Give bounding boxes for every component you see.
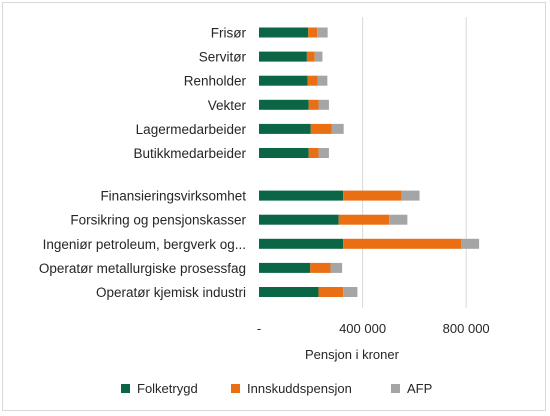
bar-afp-renholder	[317, 75, 328, 86]
x-tick-label-0: -	[257, 321, 261, 336]
bar-afp-operator-kjemisk-industri	[343, 287, 358, 297]
bar-innskuddspensjon-servitor	[306, 51, 315, 62]
category-label-renholder: Renholder	[184, 74, 247, 89]
bar-innskuddspensjon-operator-kjemisk-industri	[318, 287, 344, 297]
category-label-operator-kjemisk-industri: Operatør kjemisk industri	[96, 285, 246, 300]
bar-afp-operator-metallurgiske-prosessfag	[330, 262, 343, 273]
legend-label-folketrygd: Folketrygd	[137, 381, 198, 396]
bar-afp-servitor	[314, 51, 323, 62]
category-label-finansieringsvirksomhet: Finansieringsvirksomhet	[100, 189, 246, 204]
bar-afp-lagermedarbeider	[331, 123, 344, 134]
bar-folketrygd-frisor	[259, 27, 309, 38]
chart-frame: Frisør Servitør Renholder Vekter Lagermedarb…	[2, 2, 546, 411]
bar-afp-vekter	[318, 99, 329, 110]
bar-innskuddspensjon-finansieringsvirksomhet	[343, 190, 402, 201]
category-label-operator-metallurgiske-prosessfag: Operatør metallurgiske prosessfag	[39, 261, 246, 276]
bar-afp-forsikring-og-pensjonskasser	[389, 214, 408, 225]
legend-swatch-innskuddspensjon	[231, 384, 240, 393]
category-label-vekter: Vekter	[208, 98, 247, 113]
category-label-frisor: Frisør	[211, 26, 247, 41]
bar-folketrygd-operator-metallurgiske-prosessfag	[259, 262, 311, 273]
bar-folketrygd-forsikring-og-pensjonskasser	[259, 214, 339, 225]
bar-innskuddspensjon-operator-metallurgiske-prosessfag	[310, 262, 331, 273]
bars	[259, 27, 480, 297]
x-tick-label-1: 400 000	[339, 321, 386, 336]
bar-innskuddspensjon-lagermedarbeider	[310, 123, 332, 134]
bar-afp-ingenior-petroleum-bergverk-og	[460, 238, 480, 249]
bar-innskuddspensjon-forsikring-og-pensjonskasser	[338, 214, 390, 225]
bar-innskuddspensjon-vekter	[308, 99, 319, 110]
bar-afp-butikkmedarbeider	[318, 148, 329, 158]
category-labels: Frisør Servitør Renholder Vekter Lagermedarb…	[39, 26, 247, 301]
category-label-ingenior-petroleum-bergverk-og: Ingeniør petroleum, bergverk og...	[43, 237, 246, 252]
bar-folketrygd-operator-kjemisk-industri	[259, 287, 319, 297]
legend-swatch-folketrygd	[121, 384, 130, 393]
x-axis-title: Pensjon i kroner	[305, 347, 400, 362]
bar-folketrygd-vekter	[259, 99, 309, 110]
category-label-butikkmedarbeider: Butikkmedarbeider	[133, 146, 246, 161]
bar-folketrygd-ingenior-petroleum-bergverk-og	[259, 238, 344, 249]
bar-folketrygd-servitor	[259, 51, 307, 62]
x-tick-labels: - 400 000 800 000	[257, 321, 490, 336]
bar-folketrygd-finansieringsvirksomhet	[259, 190, 344, 201]
bar-folketrygd-renholder	[259, 75, 308, 86]
bar-afp-finansieringsvirksomhet	[401, 190, 420, 201]
category-label-forsikring-og-pensjonskasser: Forsikring og pensjonskasser	[70, 213, 246, 228]
bar-innskuddspensjon-ingenior-petroleum-bergverk-og	[343, 238, 461, 249]
x-tick-label-2: 800 000	[443, 321, 490, 336]
bar-afp-frisor	[317, 27, 328, 38]
legend-label-afp: AFP	[407, 381, 432, 396]
category-label-lagermedarbeider: Lagermedarbeider	[136, 122, 247, 137]
category-label-servitor: Servitør	[199, 50, 247, 65]
bar-folketrygd-lagermedarbeider	[259, 123, 311, 134]
bar-folketrygd-butikkmedarbeider	[259, 148, 309, 158]
bar-innskuddspensjon-renholder	[307, 75, 318, 86]
bar-innskuddspensjon-frisor	[308, 27, 318, 38]
bar-innskuddspensjon-butikkmedarbeider	[308, 148, 319, 158]
legend-label-innskuddspensjon: Innskuddspensjon	[247, 381, 352, 396]
pension-chart: Frisør Servitør Renholder Vekter Lagermedarb…	[39, 17, 490, 396]
gridlines	[362, 17, 467, 308]
legend-swatch-afp	[391, 384, 400, 393]
legend: Folketrygd Innskuddspensjon AFP	[121, 381, 432, 396]
